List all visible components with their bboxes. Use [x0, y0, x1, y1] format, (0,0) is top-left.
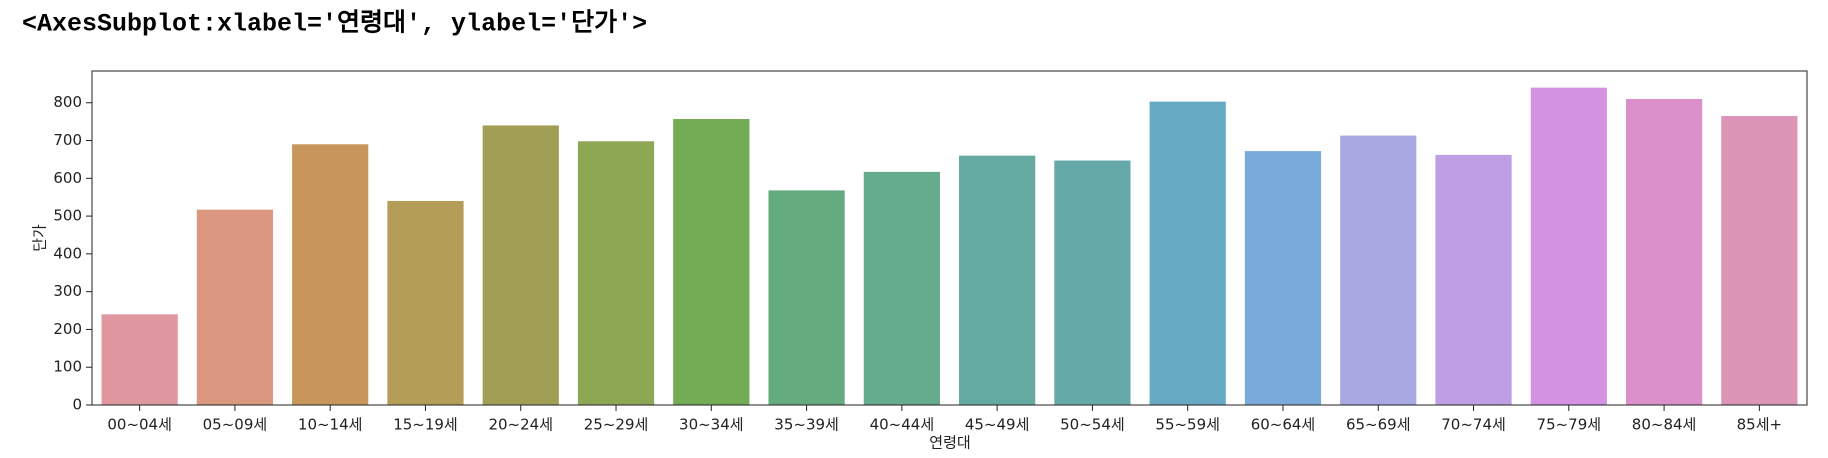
y-tick-label: 0 — [72, 396, 82, 414]
x-tick-label: 30~34세 — [679, 416, 744, 434]
x-tick-label: 55~59세 — [1155, 416, 1220, 434]
bar — [1530, 87, 1607, 405]
x-tick-label: 70~74세 — [1441, 416, 1506, 434]
x-tick-label: 25~29세 — [584, 416, 649, 434]
x-tick-label: 45~49세 — [965, 416, 1030, 434]
output-text: <AxesSubplot:xlabel='연령대', ylabel='단가'> — [22, 9, 647, 39]
bar — [1721, 115, 1798, 405]
x-tick-label: 15~19세 — [393, 416, 458, 434]
x-tick-label: 00~04세 — [107, 416, 172, 434]
bar — [292, 144, 369, 405]
y-tick-label: 200 — [53, 320, 82, 338]
x-axis-label: 연령대 — [929, 434, 970, 452]
bar — [768, 190, 845, 405]
x-tick-label: 50~54세 — [1060, 416, 1125, 434]
y-tick-label: 300 — [53, 282, 82, 300]
y-tick-label: 800 — [53, 93, 82, 111]
bar — [1340, 135, 1417, 406]
x-tick-label: 65~69세 — [1346, 416, 1411, 434]
bar — [673, 118, 750, 405]
bar — [1054, 160, 1131, 405]
x-tick-label: 40~44세 — [870, 416, 935, 434]
bar — [959, 155, 1036, 405]
x-tick-label: 20~24세 — [488, 416, 553, 434]
x-tick-label: 05~09세 — [203, 416, 268, 434]
bar — [1435, 154, 1512, 405]
bar — [101, 314, 178, 405]
bar — [1149, 101, 1226, 406]
y-tick-label: 600 — [53, 169, 82, 187]
bar — [387, 200, 464, 405]
x-tick-label: 80~84세 — [1632, 416, 1697, 434]
y-tick-label: 100 — [53, 358, 82, 376]
y-tick-label: 700 — [53, 131, 82, 149]
bar — [196, 209, 274, 405]
bar — [1244, 151, 1322, 405]
bar — [1625, 98, 1703, 405]
x-tick-label: 60~64세 — [1251, 416, 1316, 434]
x-tick-label: 35~39세 — [774, 416, 839, 434]
plot-frame — [91, 70, 1808, 406]
bar — [863, 171, 940, 405]
x-tick-label: 10~14세 — [298, 416, 363, 434]
y-axis-label: 단가 — [31, 224, 49, 252]
bar — [482, 125, 559, 406]
bar — [577, 141, 655, 406]
y-tick-label: 500 — [53, 207, 82, 225]
x-tick-label: 85세+ — [1737, 416, 1782, 434]
y-tick-label: 400 — [53, 244, 82, 262]
x-tick-label: 75~79세 — [1537, 416, 1602, 434]
